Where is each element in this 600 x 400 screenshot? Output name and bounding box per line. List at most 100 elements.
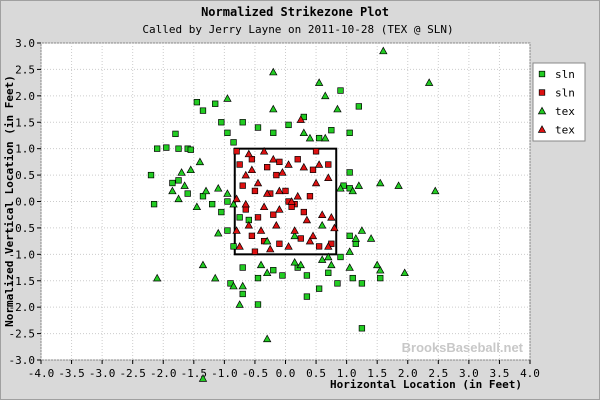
triangle-green-point bbox=[305, 133, 315, 142]
square-green-point bbox=[147, 171, 155, 179]
y-tick-label: 1.5 bbox=[15, 116, 35, 129]
triangle-red-point bbox=[311, 178, 321, 187]
square-green-point bbox=[169, 179, 176, 187]
x-tick-label: 1.5 bbox=[367, 367, 387, 380]
x-axis-label: Horizontal Location (in Feet) bbox=[330, 378, 522, 391]
y-tick-label: -1.0 bbox=[9, 248, 36, 261]
triangle-red-point bbox=[299, 162, 309, 171]
triangle-green-point bbox=[192, 202, 202, 211]
y-tick-label: -0.5 bbox=[9, 222, 36, 235]
legend-triangle-red-icon bbox=[537, 125, 547, 133]
triangle-green-point bbox=[345, 263, 354, 271]
triangle-red-point bbox=[235, 242, 244, 250]
triangle-green-point bbox=[262, 334, 272, 343]
triangle-green-point bbox=[394, 181, 403, 189]
square-green-point bbox=[325, 269, 332, 276]
triangle-red-point bbox=[308, 231, 318, 240]
triangle-green-point bbox=[296, 260, 305, 269]
legend-label: sln bbox=[555, 87, 575, 100]
triangle-green-point bbox=[372, 260, 382, 269]
triangle-red-point bbox=[293, 191, 302, 200]
triangle-red-point bbox=[253, 178, 263, 187]
y-tick-label: 0.5 bbox=[15, 169, 35, 182]
legend: sln sln tex tex bbox=[532, 62, 586, 142]
watermark: BrooksBaseball.net bbox=[402, 340, 524, 355]
triangle-green-point bbox=[290, 231, 299, 240]
square-red-point bbox=[270, 211, 277, 218]
triangle-green-point bbox=[211, 273, 220, 282]
x-tick-label: 1.0 bbox=[337, 367, 357, 380]
legend-triangle-green-icon bbox=[537, 106, 547, 115]
square-green-point bbox=[163, 144, 170, 151]
triangle-green-point bbox=[256, 260, 266, 269]
square-green-point bbox=[218, 208, 225, 216]
square-green-point bbox=[212, 100, 219, 107]
triangle-green-point bbox=[186, 165, 195, 174]
triangle-green-point bbox=[348, 186, 357, 195]
triangle-red-point bbox=[241, 199, 250, 208]
square-green-point bbox=[303, 272, 311, 279]
chart-subtitle: Called by Jerry Layne on 2011-10-28 (TEX… bbox=[142, 23, 453, 36]
triangle-green-point bbox=[262, 268, 272, 277]
square-red-point bbox=[276, 240, 283, 247]
triangle-red-point bbox=[305, 236, 315, 245]
y-tick-label: 2.5 bbox=[15, 63, 35, 76]
square-red-point bbox=[248, 232, 256, 239]
square-green-point bbox=[337, 253, 344, 261]
triangle-green-point bbox=[269, 104, 278, 113]
square-green-point bbox=[349, 274, 356, 282]
triangle-green-point bbox=[214, 228, 223, 237]
triangle-red-point bbox=[278, 168, 287, 176]
triangle-green-point bbox=[201, 186, 211, 195]
triangle-green-point bbox=[351, 234, 360, 242]
square-red-point bbox=[315, 243, 323, 250]
x-tick-label: 3.5 bbox=[490, 367, 510, 380]
square-green-point bbox=[337, 87, 344, 94]
triangle-green-point bbox=[366, 234, 376, 242]
triangle-green-point bbox=[336, 183, 345, 192]
square-green-point bbox=[236, 214, 243, 221]
triangle-green-point bbox=[223, 94, 232, 102]
triangle-green-point bbox=[180, 181, 189, 189]
y-axis-label: Normalized Vertical Location (in Feet) bbox=[3, 75, 16, 327]
triangle-red-point bbox=[314, 160, 324, 168]
square-green-point bbox=[377, 274, 384, 282]
x-tick-label: 0.5 bbox=[306, 367, 326, 380]
triangle-red-point bbox=[324, 173, 333, 181]
square-red-point bbox=[251, 187, 259, 195]
triangle-green-point bbox=[168, 186, 177, 195]
triangle-green-point bbox=[195, 157, 205, 166]
square-red-point bbox=[239, 182, 246, 189]
x-tick-label: -2.5 bbox=[119, 367, 146, 380]
y-tick-label: 2.0 bbox=[15, 90, 35, 103]
triangle-green-point bbox=[327, 260, 336, 269]
square-green-point bbox=[358, 325, 366, 332]
square-red-point bbox=[236, 161, 243, 168]
triangle-green-point bbox=[235, 300, 244, 308]
square-green-point bbox=[254, 274, 262, 282]
square-red-point bbox=[251, 248, 259, 255]
square-green-point bbox=[270, 129, 277, 136]
square-red-point bbox=[297, 235, 304, 242]
triangle-green-point bbox=[357, 226, 367, 234]
triangle-green-point bbox=[376, 265, 385, 274]
square-green-point bbox=[346, 169, 353, 176]
triangle-green-point bbox=[152, 273, 162, 282]
triangle-red-point bbox=[266, 244, 275, 253]
legend-label: sln bbox=[555, 68, 575, 81]
square-green-point bbox=[352, 240, 359, 247]
y-tick-label: 1.0 bbox=[15, 143, 35, 156]
square-green-point bbox=[270, 267, 277, 274]
triangle-green-point bbox=[321, 133, 330, 142]
triangle-green-point bbox=[324, 252, 333, 261]
triangle-red-point bbox=[284, 160, 293, 168]
y-tick-label: 0.0 bbox=[15, 196, 35, 209]
square-green-point bbox=[239, 290, 246, 298]
triangle-red-point bbox=[244, 220, 254, 229]
triangle-red-point bbox=[232, 226, 241, 234]
x-tick-label: -3.0 bbox=[89, 367, 116, 380]
triangle-green-point bbox=[431, 186, 440, 195]
square-green-point bbox=[346, 129, 353, 136]
triangle-red-point bbox=[324, 242, 333, 250]
square-green-point bbox=[239, 119, 246, 126]
